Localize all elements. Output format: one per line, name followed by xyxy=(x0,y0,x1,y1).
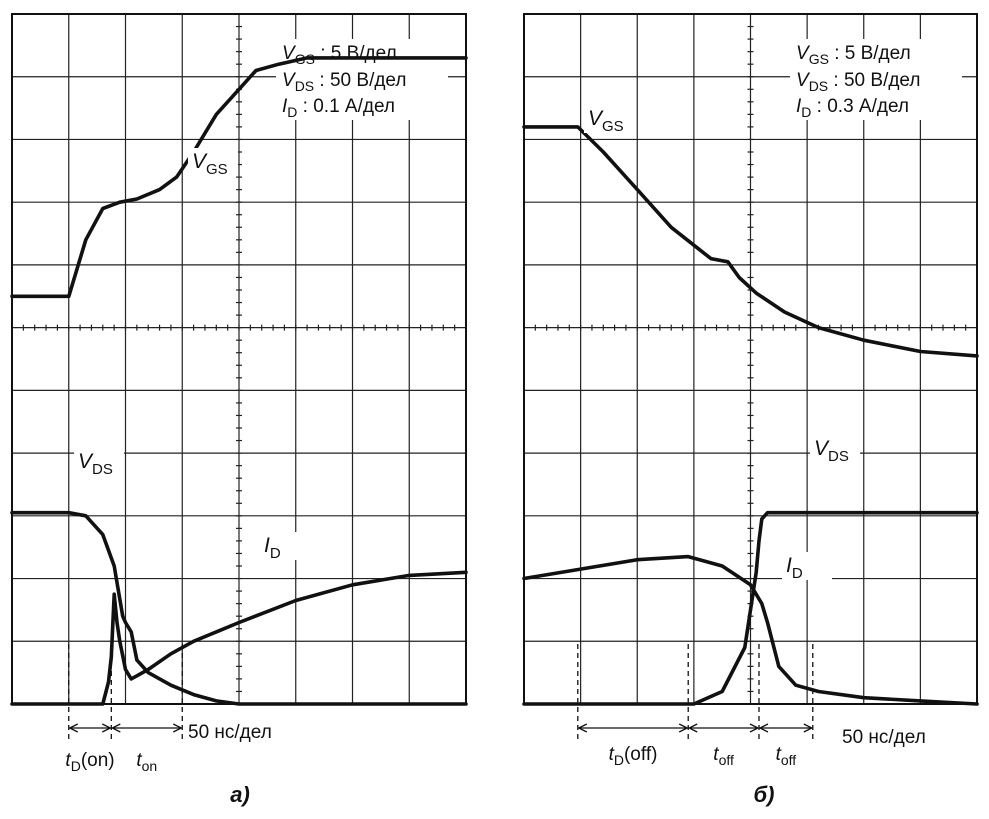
arrow-head-right xyxy=(678,723,689,733)
series-label-backdrop xyxy=(260,532,310,560)
arrow-head-left xyxy=(110,723,121,733)
setting-label: VGS : 5 В/дел xyxy=(796,43,911,67)
screen-frame xyxy=(523,13,978,705)
timing-label: toff xyxy=(713,744,734,768)
arrow-head-right xyxy=(749,723,760,733)
series-label: VGS xyxy=(588,107,624,135)
grid xyxy=(523,13,978,705)
series-label-backdrop xyxy=(188,148,238,176)
grid xyxy=(11,13,467,705)
timing-label: ton xyxy=(136,750,157,774)
settings-backdrop xyxy=(790,39,962,120)
series-label: VGS xyxy=(192,150,228,178)
arrow-head-left xyxy=(758,723,769,733)
settings-backdrop xyxy=(276,39,448,120)
timing-label: tD(off) xyxy=(609,744,658,768)
timing-annotations: tD(on) ton xyxy=(65,644,183,774)
series-label-backdrop xyxy=(782,552,832,580)
series-label-backdrop xyxy=(74,448,124,476)
panel-label: б) xyxy=(754,782,775,807)
arrow-head-right xyxy=(102,723,112,733)
timing-label: toff xyxy=(776,744,797,768)
arrow-head-right xyxy=(803,723,814,733)
arrow-head-left xyxy=(577,723,588,733)
trace-v-ds xyxy=(522,510,979,706)
arrow-head-right xyxy=(172,723,183,733)
series-label: VDS xyxy=(814,437,849,465)
setting-label: ID : 0.1 А/дел xyxy=(282,96,395,120)
panel-label: а) xyxy=(230,782,250,807)
setting-label: ID : 0.3 А/дел xyxy=(796,96,909,120)
setting-label: VDS : 50 В/дел xyxy=(282,70,406,94)
timing-label: tD(on) xyxy=(65,750,114,774)
series-label: ID xyxy=(264,534,281,562)
time-scale-label: 50 нс/дел xyxy=(188,722,272,743)
series-label-backdrop xyxy=(810,435,860,463)
trace-v-gs xyxy=(522,125,979,358)
trace-v-ds xyxy=(10,510,468,706)
series-label: VDS xyxy=(78,450,113,478)
series-label: ID xyxy=(786,554,803,582)
time-scale-label: 50 нс/дел xyxy=(842,727,926,748)
timing-annotations: tD(off) toff toff xyxy=(577,644,814,768)
arrow-head-left xyxy=(687,723,698,733)
trace-i-d xyxy=(522,554,979,706)
series-label-backdrop xyxy=(584,105,634,133)
setting-label: VDS : 50 В/дел xyxy=(796,70,920,94)
arrow-head-left xyxy=(68,723,79,733)
